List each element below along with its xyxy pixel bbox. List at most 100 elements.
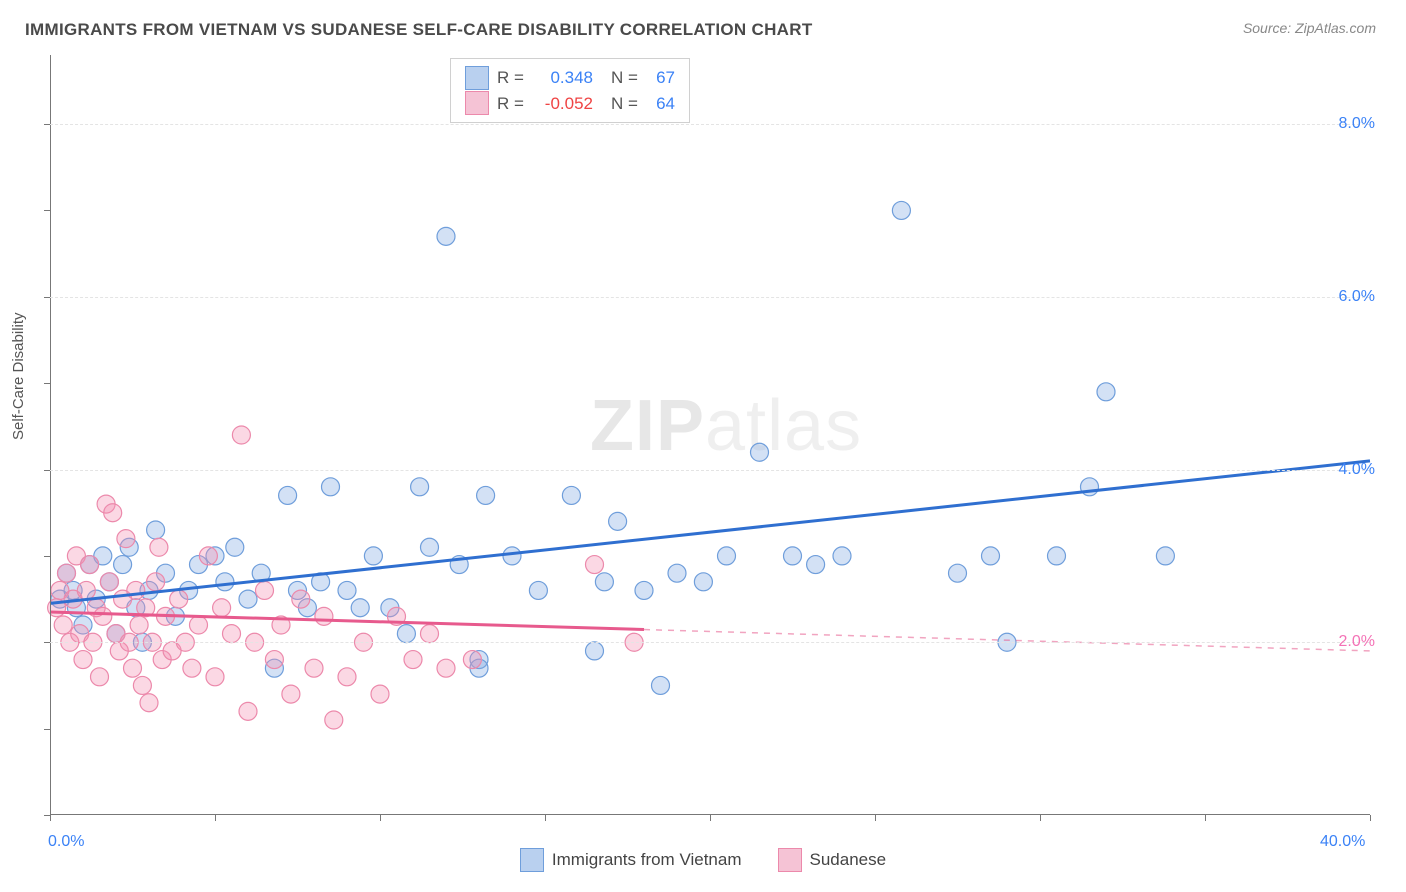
data-point-vietnam xyxy=(411,478,429,496)
data-point-vietnam xyxy=(1156,547,1174,565)
data-point-sudanese xyxy=(206,668,224,686)
data-point-sudanese xyxy=(292,590,310,608)
data-point-vietnam xyxy=(635,581,653,599)
legend-swatch-vietnam xyxy=(465,66,489,90)
data-point-sudanese xyxy=(256,581,274,599)
y-tick xyxy=(44,556,50,557)
data-point-sudanese xyxy=(100,573,118,591)
data-point-vietnam xyxy=(652,676,670,694)
x-tick xyxy=(215,815,216,821)
data-point-sudanese xyxy=(104,504,122,522)
data-point-sudanese xyxy=(265,651,283,669)
legend-label-sudanese: Sudanese xyxy=(810,850,887,870)
data-point-vietnam xyxy=(226,538,244,556)
y-tick xyxy=(44,383,50,384)
data-point-vietnam xyxy=(949,564,967,582)
stat-value-r-sudanese: -0.052 xyxy=(533,91,593,117)
data-point-vietnam xyxy=(239,590,257,608)
data-point-sudanese xyxy=(223,625,241,643)
data-point-sudanese xyxy=(421,625,439,643)
data-point-sudanese xyxy=(305,659,323,677)
series-legend: Immigrants from Vietnam Sudanese xyxy=(0,848,1406,872)
stat-value-n-vietnam: 67 xyxy=(647,65,675,91)
gridline-h xyxy=(50,124,1370,125)
data-point-sudanese xyxy=(58,564,76,582)
y-tick xyxy=(44,124,50,125)
y-tick-label: 4.0% xyxy=(1339,461,1375,479)
data-point-vietnam xyxy=(562,486,580,504)
y-axis-line xyxy=(50,55,51,815)
data-point-sudanese xyxy=(315,607,333,625)
y-tick xyxy=(44,470,50,471)
correlation-legend: R =0.348N =67R =-0.052N =64 xyxy=(450,58,690,123)
chart-title: IMMIGRANTS FROM VIETNAM VS SUDANESE SELF… xyxy=(25,20,813,40)
stat-label-r: R = xyxy=(497,91,525,117)
data-point-sudanese xyxy=(170,590,188,608)
legend-item-sudanese: Sudanese xyxy=(778,848,887,872)
data-point-vietnam xyxy=(1048,547,1066,565)
data-point-sudanese xyxy=(325,711,343,729)
data-point-vietnam xyxy=(338,581,356,599)
data-point-sudanese xyxy=(91,668,109,686)
x-tick xyxy=(50,815,51,821)
data-point-sudanese xyxy=(150,538,168,556)
data-point-vietnam xyxy=(529,581,547,599)
y-tick xyxy=(44,642,50,643)
data-point-vietnam xyxy=(322,478,340,496)
y-tick-label: 6.0% xyxy=(1339,288,1375,306)
data-point-vietnam xyxy=(718,547,736,565)
stat-legend-row-vietnam: R =0.348N =67 xyxy=(465,65,675,91)
x-tick xyxy=(545,815,546,821)
legend-item-vietnam: Immigrants from Vietnam xyxy=(520,848,742,872)
y-tick-label: 2.0% xyxy=(1339,633,1375,651)
data-point-vietnam xyxy=(351,599,369,617)
x-tick xyxy=(380,815,381,821)
data-point-vietnam xyxy=(397,625,415,643)
data-point-sudanese xyxy=(213,599,231,617)
gridline-h xyxy=(50,470,1370,471)
data-point-sudanese xyxy=(94,607,112,625)
data-point-vietnam xyxy=(279,486,297,504)
data-point-sudanese xyxy=(190,616,208,634)
data-point-sudanese xyxy=(232,426,250,444)
stat-label-n: N = xyxy=(611,91,639,117)
legend-swatch-sudanese xyxy=(465,91,489,115)
data-point-vietnam xyxy=(503,547,521,565)
data-point-vietnam xyxy=(833,547,851,565)
data-point-vietnam xyxy=(1097,383,1115,401)
data-point-vietnam xyxy=(477,486,495,504)
data-point-vietnam xyxy=(147,521,165,539)
data-point-sudanese xyxy=(404,651,422,669)
data-point-vietnam xyxy=(807,556,825,574)
data-point-sudanese xyxy=(183,659,201,677)
legend-swatch-sudanese xyxy=(778,848,802,872)
data-point-vietnam xyxy=(751,443,769,461)
plot-area: ZIPatlas R =0.348N =67R =-0.052N =64 2.0… xyxy=(50,55,1370,815)
data-point-sudanese xyxy=(127,581,145,599)
y-tick-label: 8.0% xyxy=(1339,115,1375,133)
x-tick xyxy=(1205,815,1206,821)
data-point-sudanese xyxy=(371,685,389,703)
y-tick xyxy=(44,729,50,730)
data-point-vietnam xyxy=(892,201,910,219)
y-axis-label: Self-Care Disability xyxy=(10,312,27,440)
data-point-sudanese xyxy=(463,651,481,669)
x-tick xyxy=(1370,815,1371,821)
stat-label-r: R = xyxy=(497,65,525,91)
x-tick xyxy=(710,815,711,821)
stat-label-n: N = xyxy=(611,65,639,91)
source-attribution: Source: ZipAtlas.com xyxy=(1243,20,1376,36)
y-tick xyxy=(44,297,50,298)
data-point-sudanese xyxy=(77,581,95,599)
data-point-sudanese xyxy=(117,530,135,548)
data-point-vietnam xyxy=(586,642,604,660)
data-point-sudanese xyxy=(81,556,99,574)
stat-legend-row-sudanese: R =-0.052N =64 xyxy=(465,91,675,117)
y-tick xyxy=(44,815,50,816)
data-point-sudanese xyxy=(338,668,356,686)
legend-swatch-vietnam xyxy=(520,848,544,872)
data-point-vietnam xyxy=(982,547,1000,565)
x-tick xyxy=(1040,815,1041,821)
gridline-h xyxy=(50,297,1370,298)
data-point-sudanese xyxy=(74,651,92,669)
